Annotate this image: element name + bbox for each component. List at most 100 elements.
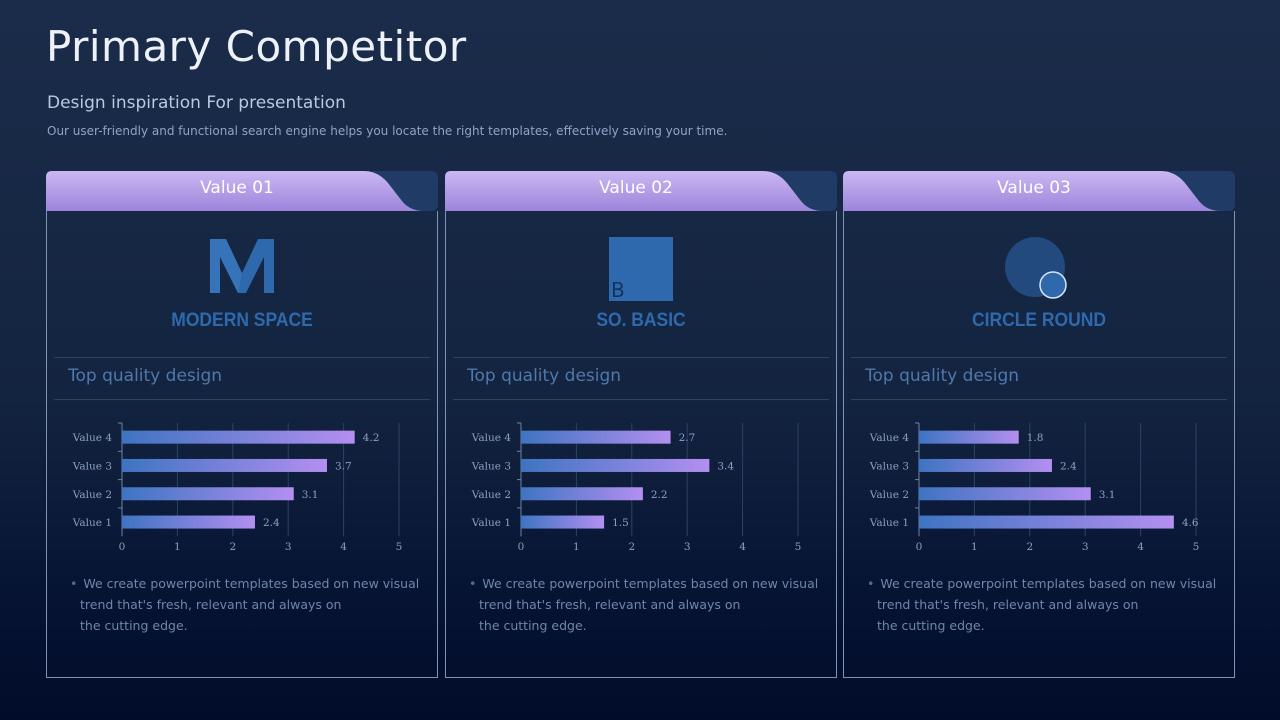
- x-tick-label: 5: [1193, 541, 1200, 553]
- data-label: 2.4: [1060, 460, 1077, 472]
- bar: [919, 487, 1091, 501]
- card-title: Value 01: [200, 178, 274, 198]
- card-header-tab: [445, 171, 837, 211]
- divider: [453, 399, 829, 400]
- x-tick-label: 1: [971, 541, 978, 553]
- x-tick-label: 4: [340, 541, 347, 553]
- card-note: • We create powerpoint templates based on…: [867, 573, 1227, 636]
- x-tick-label: 5: [795, 541, 802, 553]
- x-tick-label: 1: [573, 541, 580, 553]
- bar: [122, 515, 255, 529]
- divider: [54, 399, 430, 400]
- x-tick-label: 3: [684, 541, 691, 553]
- x-tick-label: 0: [518, 541, 525, 553]
- card-header-tab: [46, 171, 438, 211]
- bar-chart-2: 0 1 2 3 4 5 Value 4 2.7 Value 3 3.4 Value 2 2.2 Valu…: [471, 422, 802, 553]
- note-line: We create powerpoint templates based on …: [880, 576, 1217, 591]
- category-label: Value 4: [869, 432, 910, 444]
- square-b-logo-icon: B: [609, 237, 673, 301]
- page-subtitle: Design inspiration For presentation: [47, 93, 346, 113]
- data-label: 3.1: [302, 489, 319, 501]
- divider: [453, 357, 829, 358]
- divider: [54, 357, 430, 358]
- data-label: 4.2: [363, 432, 380, 444]
- category-label: Value 3: [869, 460, 909, 472]
- bar: [122, 430, 355, 444]
- note-line: We create powerpoint templates based on …: [482, 576, 819, 591]
- note-line: trend that's fresh, relevant and always …: [80, 597, 342, 612]
- bar: [521, 458, 710, 472]
- card-frame: [445, 211, 837, 678]
- brand-name: MODERN SPACE: [171, 310, 313, 331]
- brand-name: CIRCLE ROUND: [971, 310, 1107, 331]
- data-label: 2.2: [651, 489, 668, 501]
- page-description: Our user-friendly and functional search …: [47, 124, 728, 138]
- category-label: Value 4: [72, 432, 113, 444]
- card-header: Value 03: [843, 171, 1235, 211]
- note-line: the cutting edge.: [877, 618, 985, 633]
- bar: [919, 430, 1019, 444]
- data-label: 2.7: [679, 432, 696, 444]
- note-line: trend that's fresh, relevant and always …: [877, 597, 1139, 612]
- value-card-2: Value 02 B SO. BASIC Top quality design …: [445, 171, 837, 679]
- category-label: Value 2: [471, 489, 511, 501]
- note-line: the cutting edge.: [80, 618, 188, 633]
- data-label: 1.5: [612, 517, 629, 529]
- card-title: Value 03: [997, 178, 1071, 198]
- bullet-icon: •: [867, 576, 875, 591]
- x-tick-label: 0: [916, 541, 923, 553]
- x-tick-label: 2: [229, 541, 236, 553]
- divider: [851, 399, 1227, 400]
- note-line: trend that's fresh, relevant and always …: [479, 597, 741, 612]
- note-line: the cutting edge.: [479, 618, 587, 633]
- data-label: 3.7: [335, 460, 352, 472]
- brand-name: SO. BASIC: [596, 310, 686, 331]
- data-label: 4.6: [1182, 517, 1199, 529]
- bar-chart-3: 0 1 2 3 4 5 Value 4 1.8 Value 3 2.4 Value 2 3.1 Valu…: [869, 422, 1200, 553]
- m-letter-logo-icon: [210, 239, 274, 293]
- bar: [521, 430, 671, 444]
- data-label: 3.1: [1099, 489, 1116, 501]
- section-title: Top quality design: [865, 366, 1020, 386]
- data-label: 3.4: [717, 460, 734, 472]
- bullet-icon: •: [70, 576, 78, 591]
- logo-letter: B: [611, 278, 625, 301]
- x-tick-label: 4: [739, 541, 746, 553]
- bar-chart-1: 0 1 2 3 4 5 Value 4 4.2 Value 3 3.7 Value 2 3.1 Valu…: [72, 422, 403, 553]
- card-note: • We create powerpoint templates based on…: [70, 573, 430, 636]
- bar: [919, 458, 1052, 472]
- category-label: Value 3: [471, 460, 511, 472]
- card-header: Value 01: [46, 171, 438, 211]
- card-title: Value 02: [599, 178, 673, 198]
- category-label: Value 3: [72, 460, 112, 472]
- page-title: Primary Competitor: [46, 22, 467, 71]
- bar: [919, 515, 1174, 529]
- data-label: 2.4: [263, 517, 280, 529]
- section-title: Top quality design: [467, 366, 622, 386]
- data-label: 1.8: [1027, 432, 1044, 444]
- card-header: Value 02: [445, 171, 837, 211]
- section-title: Top quality design: [68, 366, 223, 386]
- bar: [521, 515, 605, 529]
- category-label: Value 1: [471, 517, 511, 529]
- bar: [122, 487, 294, 501]
- value-card-1: Value 01 MODERN SPACE Top quality design…: [46, 171, 438, 679]
- x-tick-label: 3: [285, 541, 292, 553]
- bar: [521, 487, 643, 501]
- x-tick-label: 1: [174, 541, 181, 553]
- category-label: Value 1: [72, 517, 112, 529]
- divider: [851, 357, 1227, 358]
- x-tick-label: 4: [1137, 541, 1144, 553]
- note-line: We create powerpoint templates based on …: [83, 576, 420, 591]
- bar: [122, 458, 327, 472]
- x-tick-label: 5: [396, 541, 403, 553]
- category-label: Value 4: [471, 432, 512, 444]
- x-tick-label: 3: [1082, 541, 1089, 553]
- x-tick-label: 2: [1026, 541, 1033, 553]
- card-frame: [46, 211, 438, 678]
- circle-logo-icon: [1005, 237, 1067, 299]
- card-frame: [843, 211, 1235, 678]
- value-card-3: Value 03 CIRCLE ROUND Top quality design…: [843, 171, 1235, 679]
- category-label: Value 2: [72, 489, 112, 501]
- x-tick-label: 2: [628, 541, 635, 553]
